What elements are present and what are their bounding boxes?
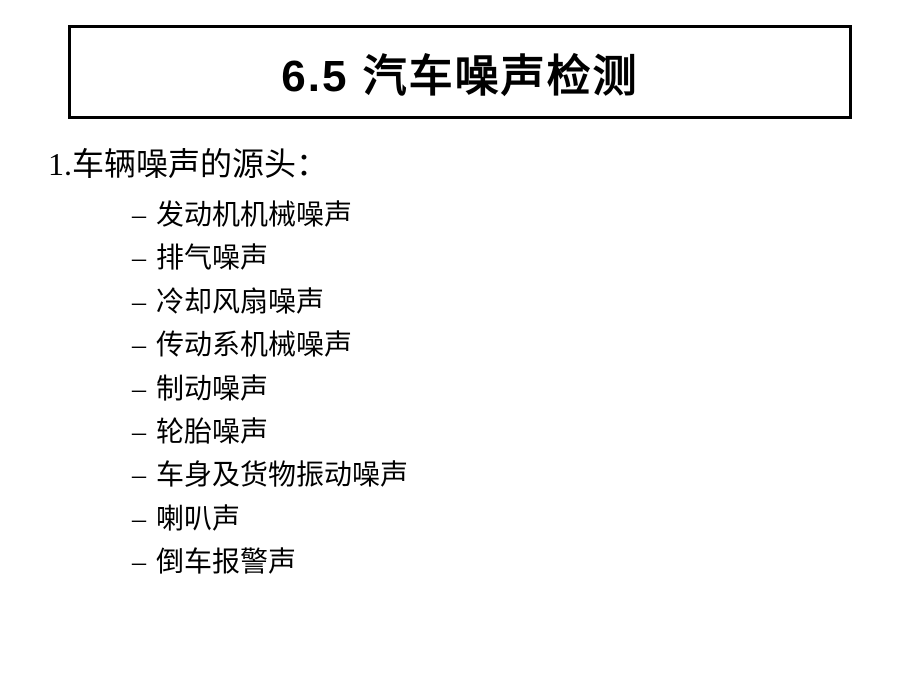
sub-list-item: 传动系机械噪声	[132, 324, 408, 367]
sub-list-item: 轮胎噪声	[132, 411, 408, 454]
sub-list-item: 制动噪声	[132, 368, 408, 411]
sub-list-item: 发动机机械噪声	[132, 194, 408, 237]
sub-list: 发动机机械噪声 排气噪声 冷却风扇噪声 传动系机械噪声 制动噪声 轮胎噪声 车身…	[132, 194, 408, 585]
title-box: 6.5 汽车噪声检测	[68, 25, 852, 119]
sub-list-item: 排气噪声	[132, 237, 408, 280]
sub-list-item: 冷却风扇噪声	[132, 281, 408, 324]
sub-list-item: 喇叭声	[132, 498, 408, 541]
content-area: 1.车辆噪声的源头： 发动机机械噪声 排气噪声 冷却风扇噪声 传动系机械噪声 制…	[48, 140, 408, 585]
sub-list-item: 车身及货物振动噪声	[132, 454, 408, 497]
sub-list-item: 倒车报警声	[132, 541, 408, 584]
slide-title: 6.5 汽车噪声检测	[281, 40, 638, 104]
main-list-item: 1.车辆噪声的源头：	[48, 140, 408, 188]
